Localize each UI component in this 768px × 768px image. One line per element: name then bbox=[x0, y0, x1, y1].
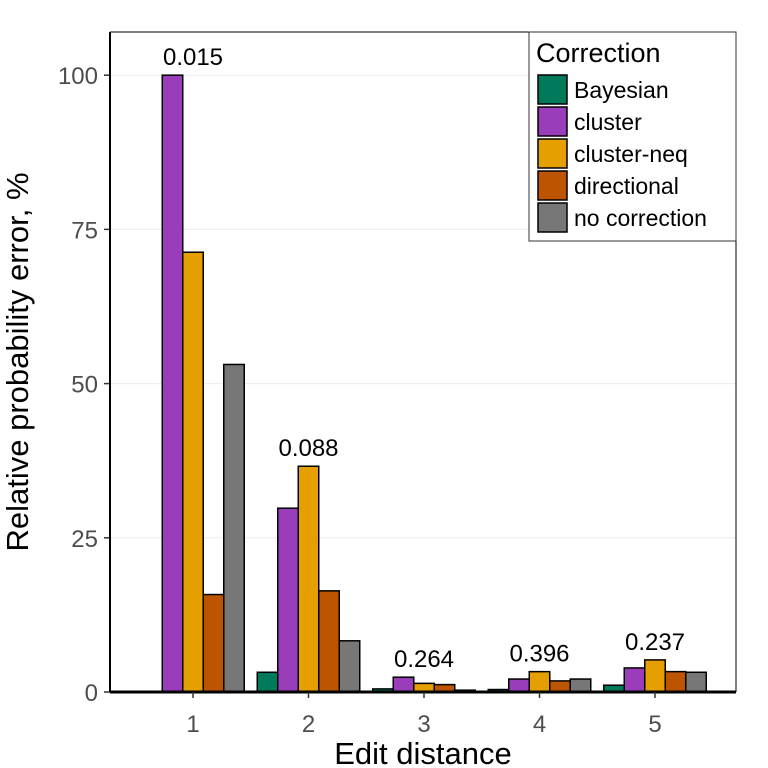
legend-swatch-directional bbox=[537, 170, 568, 201]
legend-swatch-cluster bbox=[537, 106, 568, 137]
legend-label-cluster: cluster bbox=[574, 109, 642, 135]
bar-cluster-neq-2 bbox=[297, 465, 320, 693]
bar-cluster-neq-5 bbox=[644, 659, 666, 693]
bar-annotations: 0.015 0.088 0.264 0.396 0.237 bbox=[163, 44, 685, 673]
y-tick-label: 0 bbox=[85, 680, 98, 707]
bar-annotation: 0.015 bbox=[163, 44, 223, 71]
bar-directional-2 bbox=[318, 590, 340, 693]
bar-cluster-3 bbox=[392, 676, 415, 693]
x-tick-label: 5 bbox=[648, 711, 661, 738]
x-tick-label: 4 bbox=[533, 711, 546, 738]
bar-annotation: 0.237 bbox=[625, 629, 685, 656]
bar-annotation: 0.264 bbox=[394, 646, 454, 673]
bar-cluster-1 bbox=[161, 74, 184, 693]
legend: Correction Bayesian cluster cluster-neq dir… bbox=[528, 31, 737, 242]
legend-swatch-Bayesian bbox=[537, 74, 568, 105]
bar-annotation: 0.088 bbox=[278, 435, 338, 462]
legend-swatch-cluster-neq bbox=[537, 138, 568, 169]
legend-label-cluster-neq: cluster-neq bbox=[574, 141, 688, 167]
y-tick-label: 75 bbox=[71, 217, 98, 244]
bar-Bayesian-2 bbox=[256, 671, 279, 693]
bars bbox=[141, 74, 707, 693]
x-tick-label: 1 bbox=[186, 711, 199, 738]
y-tick-label: 100 bbox=[58, 63, 98, 90]
x-tick-label: 2 bbox=[302, 711, 315, 738]
bar-directional-4 bbox=[549, 680, 571, 693]
bar-cluster-neq-4 bbox=[528, 670, 551, 693]
bar-cluster-2 bbox=[277, 507, 299, 693]
y-axis-title: Relative probability error, % bbox=[0, 172, 35, 551]
legend-swatch-no-correction bbox=[537, 202, 568, 233]
legend-label-no-correction: no correction bbox=[574, 205, 707, 231]
bar-no-correction-2 bbox=[338, 640, 361, 693]
legend-title: Correction bbox=[536, 38, 661, 68]
bar-cluster-5 bbox=[623, 667, 646, 693]
legend-label-directional: directional bbox=[574, 173, 679, 199]
y-tick-label: 50 bbox=[71, 372, 98, 399]
bar-directional-5 bbox=[664, 670, 687, 693]
legend-label-Bayesian: Bayesian bbox=[574, 77, 669, 103]
y-tick-label: 25 bbox=[71, 526, 98, 553]
x-axis-title: Edit distance bbox=[334, 736, 512, 768]
bar-no-correction-5 bbox=[685, 671, 707, 693]
bar-cluster-4 bbox=[508, 678, 530, 693]
bar-cluster-neq-1 bbox=[182, 251, 204, 693]
x-tick-label: 3 bbox=[417, 711, 430, 738]
bar-no-correction-4 bbox=[569, 678, 592, 693]
bar-annotation: 0.396 bbox=[509, 641, 569, 668]
bar-no-correction-1 bbox=[223, 363, 245, 693]
bar-directional-1 bbox=[202, 593, 225, 693]
